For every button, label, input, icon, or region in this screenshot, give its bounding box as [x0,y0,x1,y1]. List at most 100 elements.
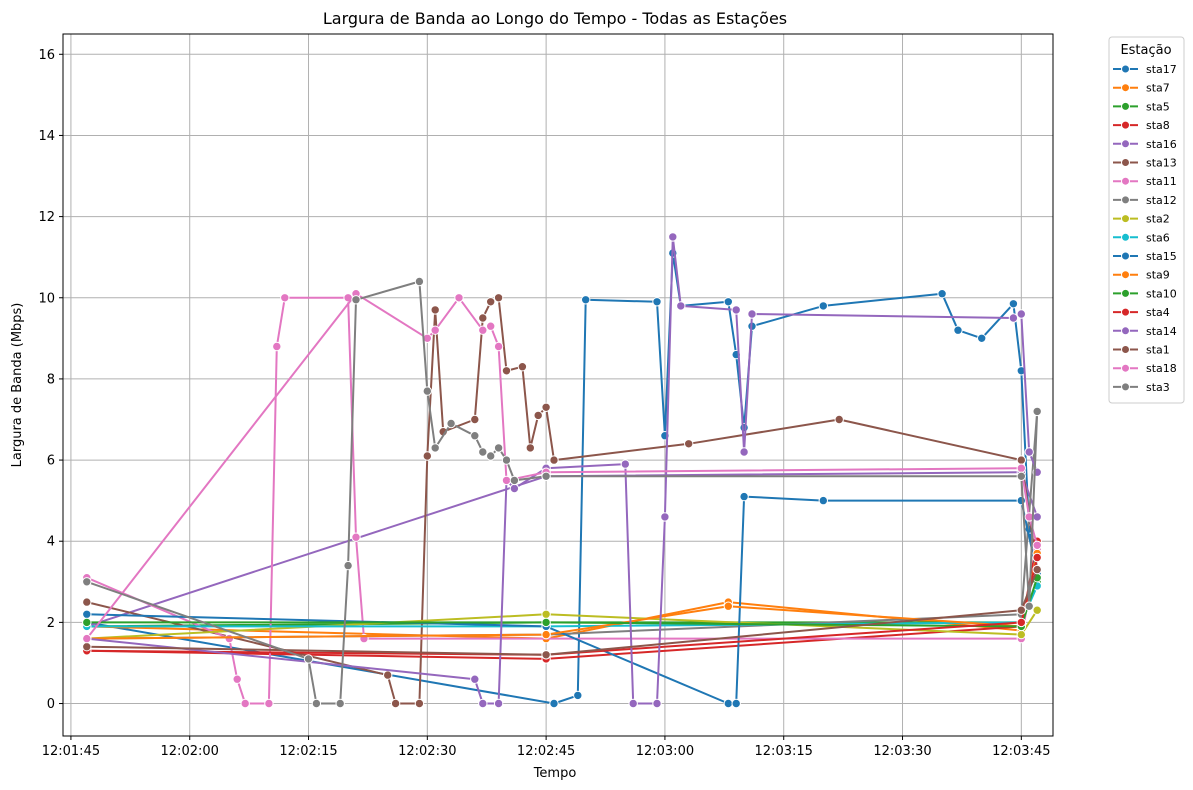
data-point [684,439,694,449]
legend-label: sta7 [1146,82,1170,95]
data-point [581,295,591,305]
data-point [343,560,353,571]
legend-entry: sta12 [1113,194,1177,207]
data-point [668,232,678,242]
data-point [573,690,583,701]
data-point [493,698,504,709]
data-point [351,532,361,542]
series-line [86,471,1039,628]
legend-label: sta1 [1146,344,1170,357]
legend-swatch-marker [1121,214,1130,224]
data-point [731,305,741,315]
series-layer [82,232,1042,709]
data-point [501,475,512,486]
data-point [232,674,242,684]
x-tick-label: 12:03:45 [992,744,1050,759]
data-point [652,297,662,307]
legend-swatch-marker [1121,232,1130,242]
data-point [501,455,512,465]
legend-swatch-marker [1121,345,1130,354]
data-point [82,609,92,619]
legend-entry: sta1 [1113,344,1170,357]
legend-swatch-marker [1121,307,1130,317]
data-point [1008,313,1019,323]
legend-swatch-marker [1121,288,1130,298]
data-point [82,642,92,652]
data-point [335,698,345,709]
data-point [1032,564,1042,575]
legend-swatch-marker [1121,195,1130,205]
legend-entry: sta17 [1113,63,1177,76]
legend-label: sta8 [1146,119,1170,132]
data-point [430,325,440,335]
y-tick-label: 14 [38,129,55,144]
x-tick-label: 12:03:30 [873,744,931,759]
data-point [509,475,520,486]
legend-label: sta17 [1146,63,1177,76]
data-point [1008,299,1019,309]
data-point [541,471,551,481]
data-point [478,698,488,709]
legend-entry: sta15 [1113,250,1177,263]
series-sta3 [82,276,1042,709]
legend-swatch-marker [1121,363,1130,373]
y-axis-label: Largura de Banda (Mbps) [10,303,25,468]
data-point [82,577,92,587]
data-point [739,447,749,457]
data-point [486,321,496,331]
data-point [493,443,504,453]
data-point [549,455,559,465]
series-line [86,280,1039,705]
legend-entry: sta11 [1113,175,1177,188]
legend-swatch-marker [1121,64,1130,74]
data-point [541,650,551,660]
series-line [86,495,1039,705]
data-point [454,293,464,303]
legend-label: sta5 [1146,100,1170,113]
data-point [818,301,828,311]
data-point [414,276,425,287]
x-tick-label: 12:02:45 [517,744,575,759]
data-point [541,609,551,619]
data-point [1032,406,1042,417]
y-tick-label: 8 [47,372,55,387]
data-point [834,414,844,425]
data-point [82,597,92,607]
data-point [224,633,235,644]
data-point [486,297,496,307]
data-point [493,341,504,352]
data-point [1032,512,1042,522]
data-point [739,491,749,502]
legend-entry: sta3 [1113,381,1170,394]
x-tick-label: 12:03:00 [636,744,694,759]
data-point [422,451,432,461]
data-point [541,402,551,412]
data-point [351,295,361,305]
data-point [541,629,551,640]
legend-swatch-marker [1121,139,1130,149]
data-point [549,698,559,709]
data-point [478,313,488,323]
data-point [280,293,290,303]
series-sta18 [82,289,1042,644]
data-point [525,443,535,453]
data-point [517,362,528,372]
y-tick-label: 2 [47,616,55,631]
legend-swatch-marker [1121,382,1130,392]
legend: Estação sta17 sta7 sta5 sta8 sta16 sta13 sta11… [1108,36,1185,404]
data-point [818,495,828,506]
data-point [1016,629,1026,640]
data-point [493,293,504,303]
data-point [311,698,322,709]
data-point [501,366,512,376]
legend-label: sta15 [1146,250,1177,263]
legend-entry: sta5 [1113,100,1170,113]
data-point [1024,447,1034,457]
legend-swatch-marker [1121,251,1130,261]
series-line [86,235,1039,705]
legend-swatch-marker [1121,270,1130,280]
data-point [1032,605,1042,615]
data-point [264,698,274,709]
data-point [303,654,314,664]
